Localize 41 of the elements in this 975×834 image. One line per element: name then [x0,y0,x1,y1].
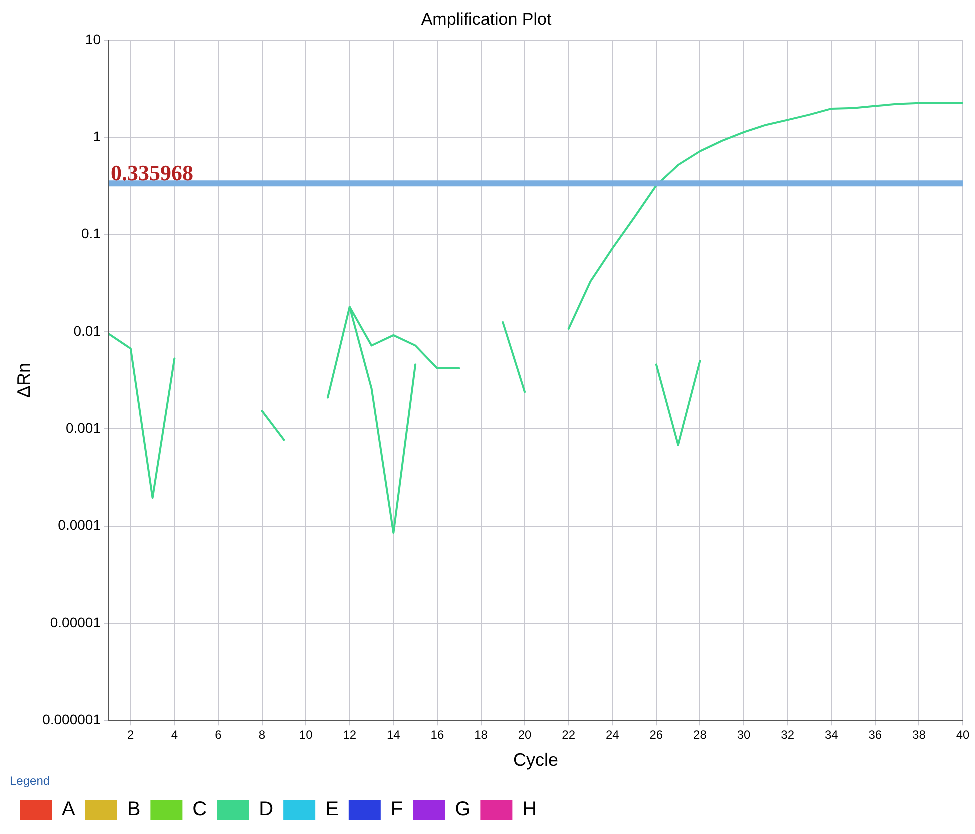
x-tick-label: 36 [868,728,882,742]
x-tick-label: 10 [299,728,314,742]
y-tick-label: 10 [85,31,102,48]
x-tick-label: 14 [386,728,401,742]
chart-title: Amplification Plot [421,10,552,29]
x-tick-label: 8 [258,728,266,742]
x-axis-title: Cycle [513,750,559,770]
ref-line-label: 0.335968 [110,160,194,186]
y-tick-label: 0.00001 [50,614,102,630]
x-tick-label: 6 [215,728,222,742]
x-tick-label: 40 [956,728,970,742]
legend-label: F [390,798,404,821]
legend-label: C [192,798,208,821]
legend-label: H [522,798,538,821]
x-tick-label: 26 [650,728,664,742]
x-tick-label: 30 [737,728,752,742]
y-tick-label: 0.0001 [58,517,102,534]
x-tick-label: 22 [562,728,576,742]
x-tick-label: 20 [518,728,532,742]
x-tick-label: 16 [430,728,444,742]
x-tick-label: 28 [694,728,708,742]
x-tick-label: 38 [912,728,926,742]
x-tick-label: 2 [128,728,135,742]
x-tick-label: 32 [781,728,795,742]
x-tick-label: 12 [343,728,357,742]
x-tick-label: 18 [474,728,488,742]
y-tick-label: 0.01 [74,322,102,339]
y-tick-label: 0.000001 [42,711,102,728]
y-tick-label: 0.001 [66,420,102,436]
x-tick-label: 4 [171,728,178,742]
y-tick-label: 0.1 [82,226,102,242]
legend-label: G [455,798,471,821]
legend-label: A [62,798,76,821]
legend-title: Legend [10,774,50,788]
legend-label: B [127,798,141,821]
legend-label: D [259,798,274,821]
x-tick-label: 24 [606,728,620,742]
x-tick-label: 34 [824,728,839,742]
legend-label: E [326,798,339,821]
y-tick-label: 1 [93,128,102,144]
y-axis-title: ΔRn [14,362,34,398]
